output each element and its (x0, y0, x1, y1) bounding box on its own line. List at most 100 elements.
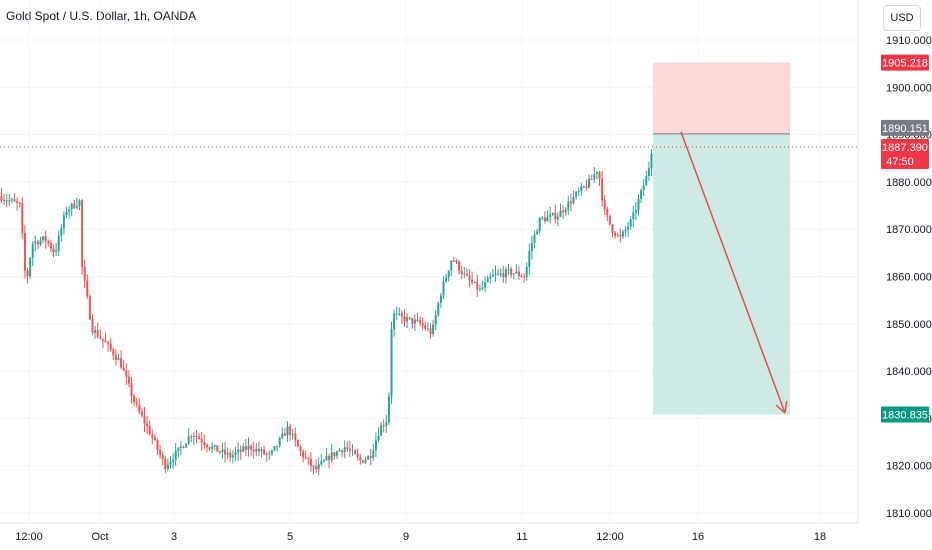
candle-body (309, 458, 312, 466)
candle-body (447, 270, 450, 278)
candle-body (229, 452, 232, 458)
countdown-text: 47:50 (886, 156, 914, 168)
candle-body (302, 451, 305, 458)
candle-body (411, 318, 414, 324)
candle-body (29, 258, 32, 277)
candle-body (263, 449, 266, 454)
profit-target-zone[interactable] (653, 133, 790, 415)
candle-body (491, 274, 494, 277)
candle-body (637, 198, 640, 211)
candle-body (348, 448, 351, 451)
price-axis[interactable]: 1810.0001820.0001830.0001840.0001850.000… (886, 35, 932, 520)
candle-body (60, 228, 63, 236)
candle-body (551, 212, 554, 215)
candle-body (23, 233, 26, 271)
time-axis[interactable]: 12:00 Oct 3 5 9 11 12:00 16 18 (15, 531, 826, 543)
candle-body (281, 433, 284, 438)
candle-body (234, 452, 237, 455)
candle-body (395, 313, 398, 315)
candle-body (632, 212, 635, 220)
candle-body (538, 218, 541, 232)
candle-body (393, 313, 396, 330)
candle-body (257, 448, 260, 452)
stop-loss-zone[interactable] (653, 62, 790, 134)
candle-body (585, 186, 588, 188)
candle-body (315, 466, 318, 470)
candle-body (455, 261, 458, 263)
candle-body (57, 235, 60, 251)
candle-body (39, 240, 42, 245)
candle-body (0, 196, 3, 201)
target-price-label: 1830.835 (881, 406, 929, 423)
time-tick-label: 12:00 (596, 531, 624, 543)
candle-body (460, 270, 463, 274)
candle-body (218, 451, 221, 453)
candle-body (169, 461, 172, 465)
time-tick-label: 18 (814, 531, 826, 543)
candle-body (572, 196, 575, 204)
candle-body (307, 457, 310, 459)
candle-body (192, 436, 195, 438)
candle-body (627, 226, 630, 230)
candle-body (328, 456, 331, 461)
entry-price-label-bg (881, 119, 929, 136)
candle-body (208, 447, 211, 449)
candle-body (140, 411, 143, 416)
candle-body (406, 317, 409, 322)
candle-body (143, 415, 146, 424)
candle-body (91, 319, 94, 333)
candle-body (580, 186, 583, 192)
candle-body (75, 206, 78, 208)
candle-body (325, 456, 328, 461)
candle-body (650, 153, 653, 169)
time-tick-label: 9 (403, 531, 409, 543)
price-labels: 1905.218 1890.151 1830.835 1887.390 47:50 (881, 54, 929, 423)
candle-body (83, 266, 86, 281)
candle-body (252, 449, 255, 452)
candle-body (603, 200, 606, 209)
candle-body (458, 261, 461, 271)
target-price-label-text: 1830.835 (882, 409, 928, 421)
candle-body (346, 447, 349, 449)
candle-body (47, 240, 50, 244)
candle-body (354, 450, 357, 455)
candle-body (5, 200, 8, 202)
candle-body (419, 320, 422, 324)
candle-body (523, 276, 526, 278)
candle-body (489, 276, 492, 279)
candle-body (426, 328, 429, 330)
candle-body (127, 376, 130, 384)
candle-body (114, 355, 117, 360)
stop-price-label: 1905.218 (881, 54, 929, 71)
currency-button[interactable]: USD (883, 5, 921, 31)
candle-body (107, 342, 110, 344)
price-tick-label: 1850.000 (886, 319, 932, 331)
candle-body (42, 236, 45, 241)
candle-body (634, 210, 637, 213)
candle-body (359, 457, 362, 461)
candle-body (86, 280, 89, 297)
candle-body (291, 433, 294, 435)
price-tick-label: 1840.000 (886, 366, 932, 378)
candle-body (588, 178, 591, 188)
candle-body (549, 214, 552, 217)
candle-body (8, 200, 11, 202)
candle-body (364, 459, 367, 463)
candle-body (598, 171, 601, 179)
stop-price-label-text: 1905.218 (882, 58, 928, 70)
candle-body (536, 231, 539, 235)
candle-body (34, 241, 37, 244)
position-zones[interactable] (653, 62, 790, 415)
candle-body (351, 450, 354, 452)
candle-body (593, 173, 596, 180)
candle-body (10, 199, 13, 201)
candle-body (608, 215, 611, 225)
candle-body (484, 282, 487, 288)
candle-body (387, 396, 390, 423)
trend-arrow-head (784, 401, 788, 414)
candle-body (146, 423, 149, 427)
candle-body (442, 281, 445, 296)
candle-body (517, 271, 520, 277)
candle-body (187, 436, 190, 444)
